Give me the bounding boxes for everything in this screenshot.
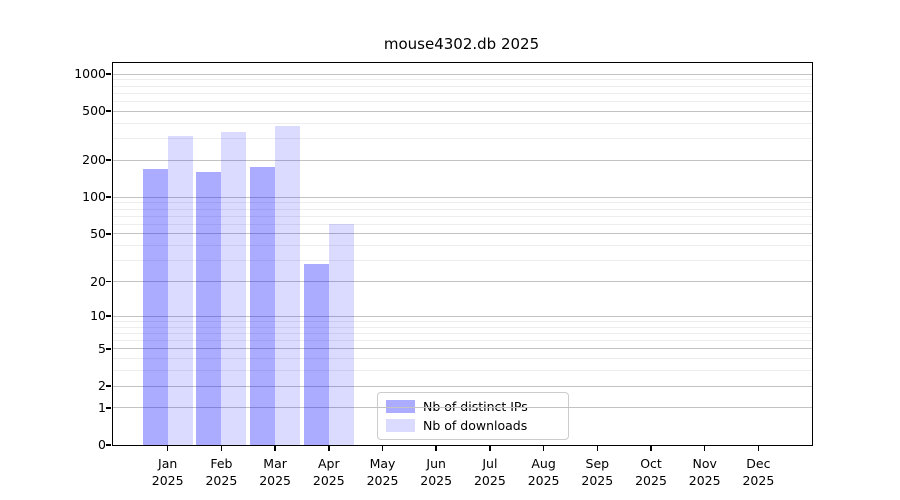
y-tick-mark <box>106 406 111 409</box>
x-tick-label: Aug 2025 <box>527 456 560 488</box>
x-tick-label: Sep 2025 <box>581 456 614 488</box>
major-gridline <box>113 233 812 235</box>
y-tick-mark <box>106 110 111 113</box>
major-gridline <box>113 407 812 409</box>
legend-label: Nb of distinct IPs <box>423 399 528 414</box>
x-tick-label: Dec 2025 <box>742 456 775 488</box>
y-tick-mark <box>106 444 111 446</box>
x-tick-mark <box>542 446 545 451</box>
legend-item: Nb of downloads <box>386 418 560 433</box>
plot-area: Nb of distinct IPs Nb of downloads 0 1 2 5 10… <box>74 62 813 488</box>
y-tick-label: 0 <box>98 437 106 452</box>
minor-gridline <box>113 215 812 217</box>
y-tick-label: 20 <box>90 273 106 289</box>
minor-gridline <box>113 358 812 360</box>
chart-title: mouse4302.db 2025 <box>383 35 540 53</box>
minor-gridline <box>113 340 812 342</box>
x-tick-mark <box>220 446 223 451</box>
legend-swatch <box>386 400 415 413</box>
minor-gridline <box>113 320 812 322</box>
x-tick-label: Oct 2025 <box>635 456 667 488</box>
minor-gridline <box>113 326 812 328</box>
y-tick-mark <box>106 159 111 162</box>
minor-gridline <box>113 85 812 87</box>
y-tick-mark <box>106 73 111 75</box>
major-gridline <box>113 348 812 350</box>
bar-downloads <box>275 125 301 445</box>
x-tick-mark <box>274 446 276 451</box>
major-gridline <box>113 196 812 198</box>
y-tick-label: 10 <box>90 308 106 324</box>
y-tick-mark <box>106 280 111 283</box>
legend: Nb of distinct IPs Nb of downloads <box>377 392 569 440</box>
y-tick-label: 100 <box>82 189 106 205</box>
x-tick-label: May 2025 <box>366 456 399 488</box>
x-tick-label: Jun 2025 <box>420 456 453 488</box>
x-tick-mark <box>166 446 169 451</box>
x-tick-label: Apr 2025 <box>312 456 345 488</box>
legend-item: Nb of distinct IPs <box>386 399 560 414</box>
major-gridline <box>113 73 812 75</box>
x-tick-label: Nov 2025 <box>688 456 721 488</box>
minor-gridline <box>113 100 812 102</box>
x-tick-mark <box>703 446 706 451</box>
minor-gridline <box>113 202 812 204</box>
y-tick-mark <box>106 315 111 318</box>
legend-swatch <box>386 419 415 432</box>
x-tick-mark <box>489 446 491 451</box>
x-tick-mark <box>596 446 599 451</box>
bar-downloads <box>328 224 354 445</box>
major-gridline <box>113 385 812 387</box>
x-tick-mark <box>435 446 437 451</box>
bar-distinct-ips <box>196 171 222 445</box>
y-tick-label: 5 <box>98 340 106 356</box>
y-tick-label: 1000 <box>74 66 106 82</box>
x-tick-label: Jan 2025 <box>151 456 184 488</box>
minor-gridline <box>113 92 812 94</box>
y-tick-mark <box>106 348 111 350</box>
x-tick-label: Jul 2025 <box>473 456 506 488</box>
major-gridline <box>113 281 812 283</box>
x-tick-mark <box>650 446 652 451</box>
minor-gridline <box>113 122 812 124</box>
minor-gridline <box>113 79 812 81</box>
minor-gridline <box>113 208 812 210</box>
minor-gridline <box>113 223 812 225</box>
x-tick-mark <box>381 446 384 451</box>
bar-distinct-ips <box>250 167 276 445</box>
major-gridline <box>113 110 812 112</box>
minor-gridline <box>113 260 812 262</box>
y-tick-mark <box>106 196 111 199</box>
minor-gridline <box>113 245 812 247</box>
minor-gridline <box>113 332 812 334</box>
minor-gridline <box>113 138 812 140</box>
bar-distinct-ips <box>142 168 168 445</box>
y-tick-label: 2 <box>98 378 106 394</box>
y-tick-mark <box>106 385 111 387</box>
y-tick-mark <box>106 233 111 235</box>
bar-downloads <box>167 135 193 445</box>
bar-downloads <box>221 131 247 445</box>
x-tick-label: Feb 2025 <box>205 456 238 488</box>
y-tick-label: 500 <box>82 103 106 119</box>
y-tick-label: 1 <box>98 399 106 415</box>
minor-gridline <box>113 370 812 372</box>
x-tick-mark <box>757 446 760 451</box>
major-gridline <box>113 315 812 317</box>
major-gridline <box>113 159 812 161</box>
x-tick-mark <box>328 446 330 451</box>
y-tick-label: 200 <box>82 152 106 168</box>
x-tick-label: Mar 2025 <box>259 456 291 488</box>
bar-distinct-ips <box>303 264 329 445</box>
y-tick-label: 50 <box>90 225 106 241</box>
legend-label: Nb of downloads <box>423 418 528 433</box>
